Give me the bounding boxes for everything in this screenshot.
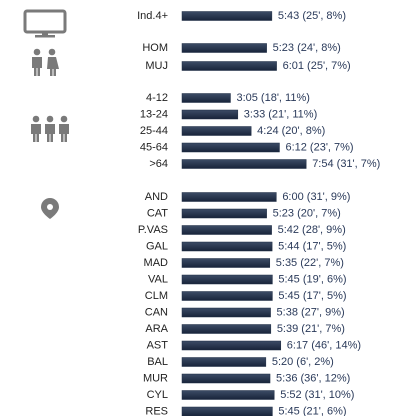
bar xyxy=(181,241,273,252)
bar xyxy=(181,109,239,120)
bar xyxy=(181,406,273,416)
couple-icon xyxy=(32,48,59,76)
value-label: 5:43 (25', 8%) xyxy=(278,10,346,22)
bar xyxy=(181,159,307,169)
value-label: 6:12 (23', 7%) xyxy=(285,141,353,153)
bar xyxy=(181,357,267,367)
value-label: 5:44 (17', 5%) xyxy=(278,240,346,252)
value-label: 5:45 (17', 5%) xyxy=(278,290,346,302)
category-label: 25-44 xyxy=(140,125,168,137)
category-label: CAT xyxy=(147,207,168,219)
value-label: 6:00 (31', 9%) xyxy=(282,191,350,203)
bar xyxy=(181,373,271,384)
value-label: 3:33 (21', 11%) xyxy=(244,108,317,120)
value-label: 6:17 (46', 14%) xyxy=(287,339,361,351)
value-label: 5:36 (36', 12%) xyxy=(276,372,350,384)
category-label: P.VAS xyxy=(138,224,168,236)
value-label: 5:38 (27', 9%) xyxy=(277,306,345,318)
category-label: >64 xyxy=(149,158,168,170)
category-label: MUJ xyxy=(145,60,168,72)
bar xyxy=(181,61,277,71)
map-pin-icon xyxy=(41,198,59,219)
category-label: CAN xyxy=(145,306,168,318)
value-label: 5:20 (6', 2%) xyxy=(272,356,334,368)
bar xyxy=(181,324,272,334)
bar xyxy=(181,225,272,235)
bar xyxy=(181,192,277,202)
category-label: GAL xyxy=(146,240,168,252)
value-label: 5:35 (22', 7%) xyxy=(276,257,344,269)
value-label: 4:24 (20', 8%) xyxy=(257,125,325,137)
value-label: 5:23 (20', 7%) xyxy=(273,207,341,219)
bar xyxy=(181,43,267,53)
bar xyxy=(181,307,271,318)
bar xyxy=(181,274,273,285)
value-label: 6:01 (25', 7%) xyxy=(283,60,351,72)
bar xyxy=(181,11,273,21)
bar xyxy=(181,142,280,153)
bar xyxy=(181,126,252,136)
category-label: CLM xyxy=(145,290,168,302)
category-label: BAL xyxy=(147,356,168,368)
category-label: 45-64 xyxy=(140,141,168,153)
value-label: 7:54 (31', 7%) xyxy=(312,158,380,170)
category-label: CYL xyxy=(147,389,168,401)
family-icon xyxy=(31,115,69,142)
bar xyxy=(181,258,271,268)
category-label: 13-24 xyxy=(140,108,168,120)
category-label: VAL xyxy=(148,273,168,285)
value-label: 5:23 (24', 8%) xyxy=(273,42,341,54)
category-label: AND xyxy=(145,191,168,203)
value-label: 5:42 (28', 9%) xyxy=(278,224,346,236)
category-label: Ind.4+ xyxy=(137,10,168,22)
value-label: 5:45 (19', 6%) xyxy=(278,273,346,285)
value-label: 5:45 (21', 6%) xyxy=(278,405,346,416)
bar xyxy=(181,291,273,301)
category-label: MUR xyxy=(143,372,168,384)
category-label: HOM xyxy=(142,42,168,54)
category-label: AST xyxy=(147,339,169,351)
bar xyxy=(181,390,275,400)
category-label: MAD xyxy=(144,257,169,269)
category-label: RES xyxy=(145,405,168,416)
category-label: 4-12 xyxy=(146,92,168,104)
value-label: 3:05 (18', 11%) xyxy=(236,92,309,104)
bar xyxy=(181,93,231,103)
bar xyxy=(181,208,267,219)
bar xyxy=(181,340,282,351)
value-label: 5:52 (31', 10%) xyxy=(280,389,354,401)
tv-icon xyxy=(23,9,67,38)
category-label: ARA xyxy=(145,323,168,335)
value-label: 5:39 (21', 7%) xyxy=(277,323,345,335)
